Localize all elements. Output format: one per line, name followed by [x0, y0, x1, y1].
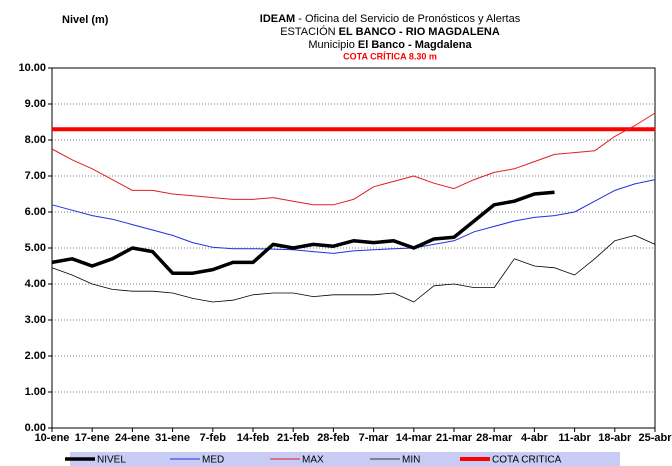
- x-tick-label: 17-ene: [75, 432, 110, 444]
- subtitle-part: EL BANCO - RIO MAGDALENA: [339, 26, 500, 38]
- y-tick-label: 1.00: [25, 386, 46, 398]
- x-tick-label: 28-feb: [317, 432, 350, 444]
- x-tick-label: 14-mar: [396, 432, 433, 444]
- x-tick-label: 18-abr: [598, 432, 632, 444]
- y-tick-label: 8.00: [25, 134, 46, 146]
- y-tick-label: 0.00: [25, 422, 46, 434]
- x-tick-label: 7-feb: [200, 432, 227, 444]
- x-tick-label: 14-feb: [237, 432, 270, 444]
- x-tick-label: 25-abr: [638, 432, 672, 444]
- x-tick-label: 21-mar: [436, 432, 473, 444]
- series-line: [51, 234, 656, 303]
- x-tick-label: 4-abr: [521, 432, 549, 444]
- location-part: El Banco - Magdalena: [358, 39, 473, 51]
- legend-background: [70, 452, 620, 466]
- y-tick-label: 6.00: [25, 206, 46, 218]
- y-tick-label: 7.00: [25, 170, 46, 182]
- x-tick-label: 7-mar: [359, 432, 390, 444]
- location-part: Municipio: [308, 39, 354, 51]
- x-tick-label: 10-ene: [35, 432, 70, 444]
- chart-location: Municipio El Banco - Magdalena: [308, 39, 472, 51]
- y-tick-label: 3.00: [25, 314, 46, 326]
- plot-frame: [51, 67, 656, 429]
- x-tick-label: 31-ene: [155, 432, 190, 444]
- title-part: IDEAM: [260, 13, 295, 25]
- annotation: COTA CRÍTICA 8.30 m: [343, 51, 437, 61]
- legend-label: COTA CRITICA: [492, 455, 562, 466]
- y-tick-label: 2.00: [25, 350, 46, 362]
- legend-label: NIVEL: [97, 455, 126, 466]
- y-tick-label: 9.00: [25, 98, 46, 110]
- legend-label: MAX: [302, 455, 324, 466]
- legend-label: MIN: [402, 455, 420, 466]
- x-tick-label: 21-feb: [277, 432, 310, 444]
- x-tick-label: 11-abr: [558, 432, 591, 444]
- legend-label: MED: [202, 455, 224, 466]
- x-tick-label: 24-ene: [115, 432, 150, 444]
- x-tick-label: 28-mar: [476, 432, 513, 444]
- y-axis-label: Nivel (m): [62, 14, 109, 26]
- series-line: [51, 190, 555, 275]
- y-tick-label: 5.00: [25, 242, 46, 254]
- chart-subtitle: ESTACIÓN EL BANCO - RIO MAGDALENA: [280, 25, 500, 38]
- series-line: [51, 179, 656, 254]
- series-line: [51, 112, 656, 206]
- y-tick-label: 10.00: [18, 62, 46, 74]
- y-tick-label: 4.00: [25, 278, 46, 290]
- title-part: - Oficina del Servicio de Pronósticos y …: [298, 13, 520, 25]
- chart-title: IDEAM - Oficina del Servicio de Pronósti…: [260, 13, 521, 25]
- subtitle-part: ESTACIÓN: [280, 25, 335, 38]
